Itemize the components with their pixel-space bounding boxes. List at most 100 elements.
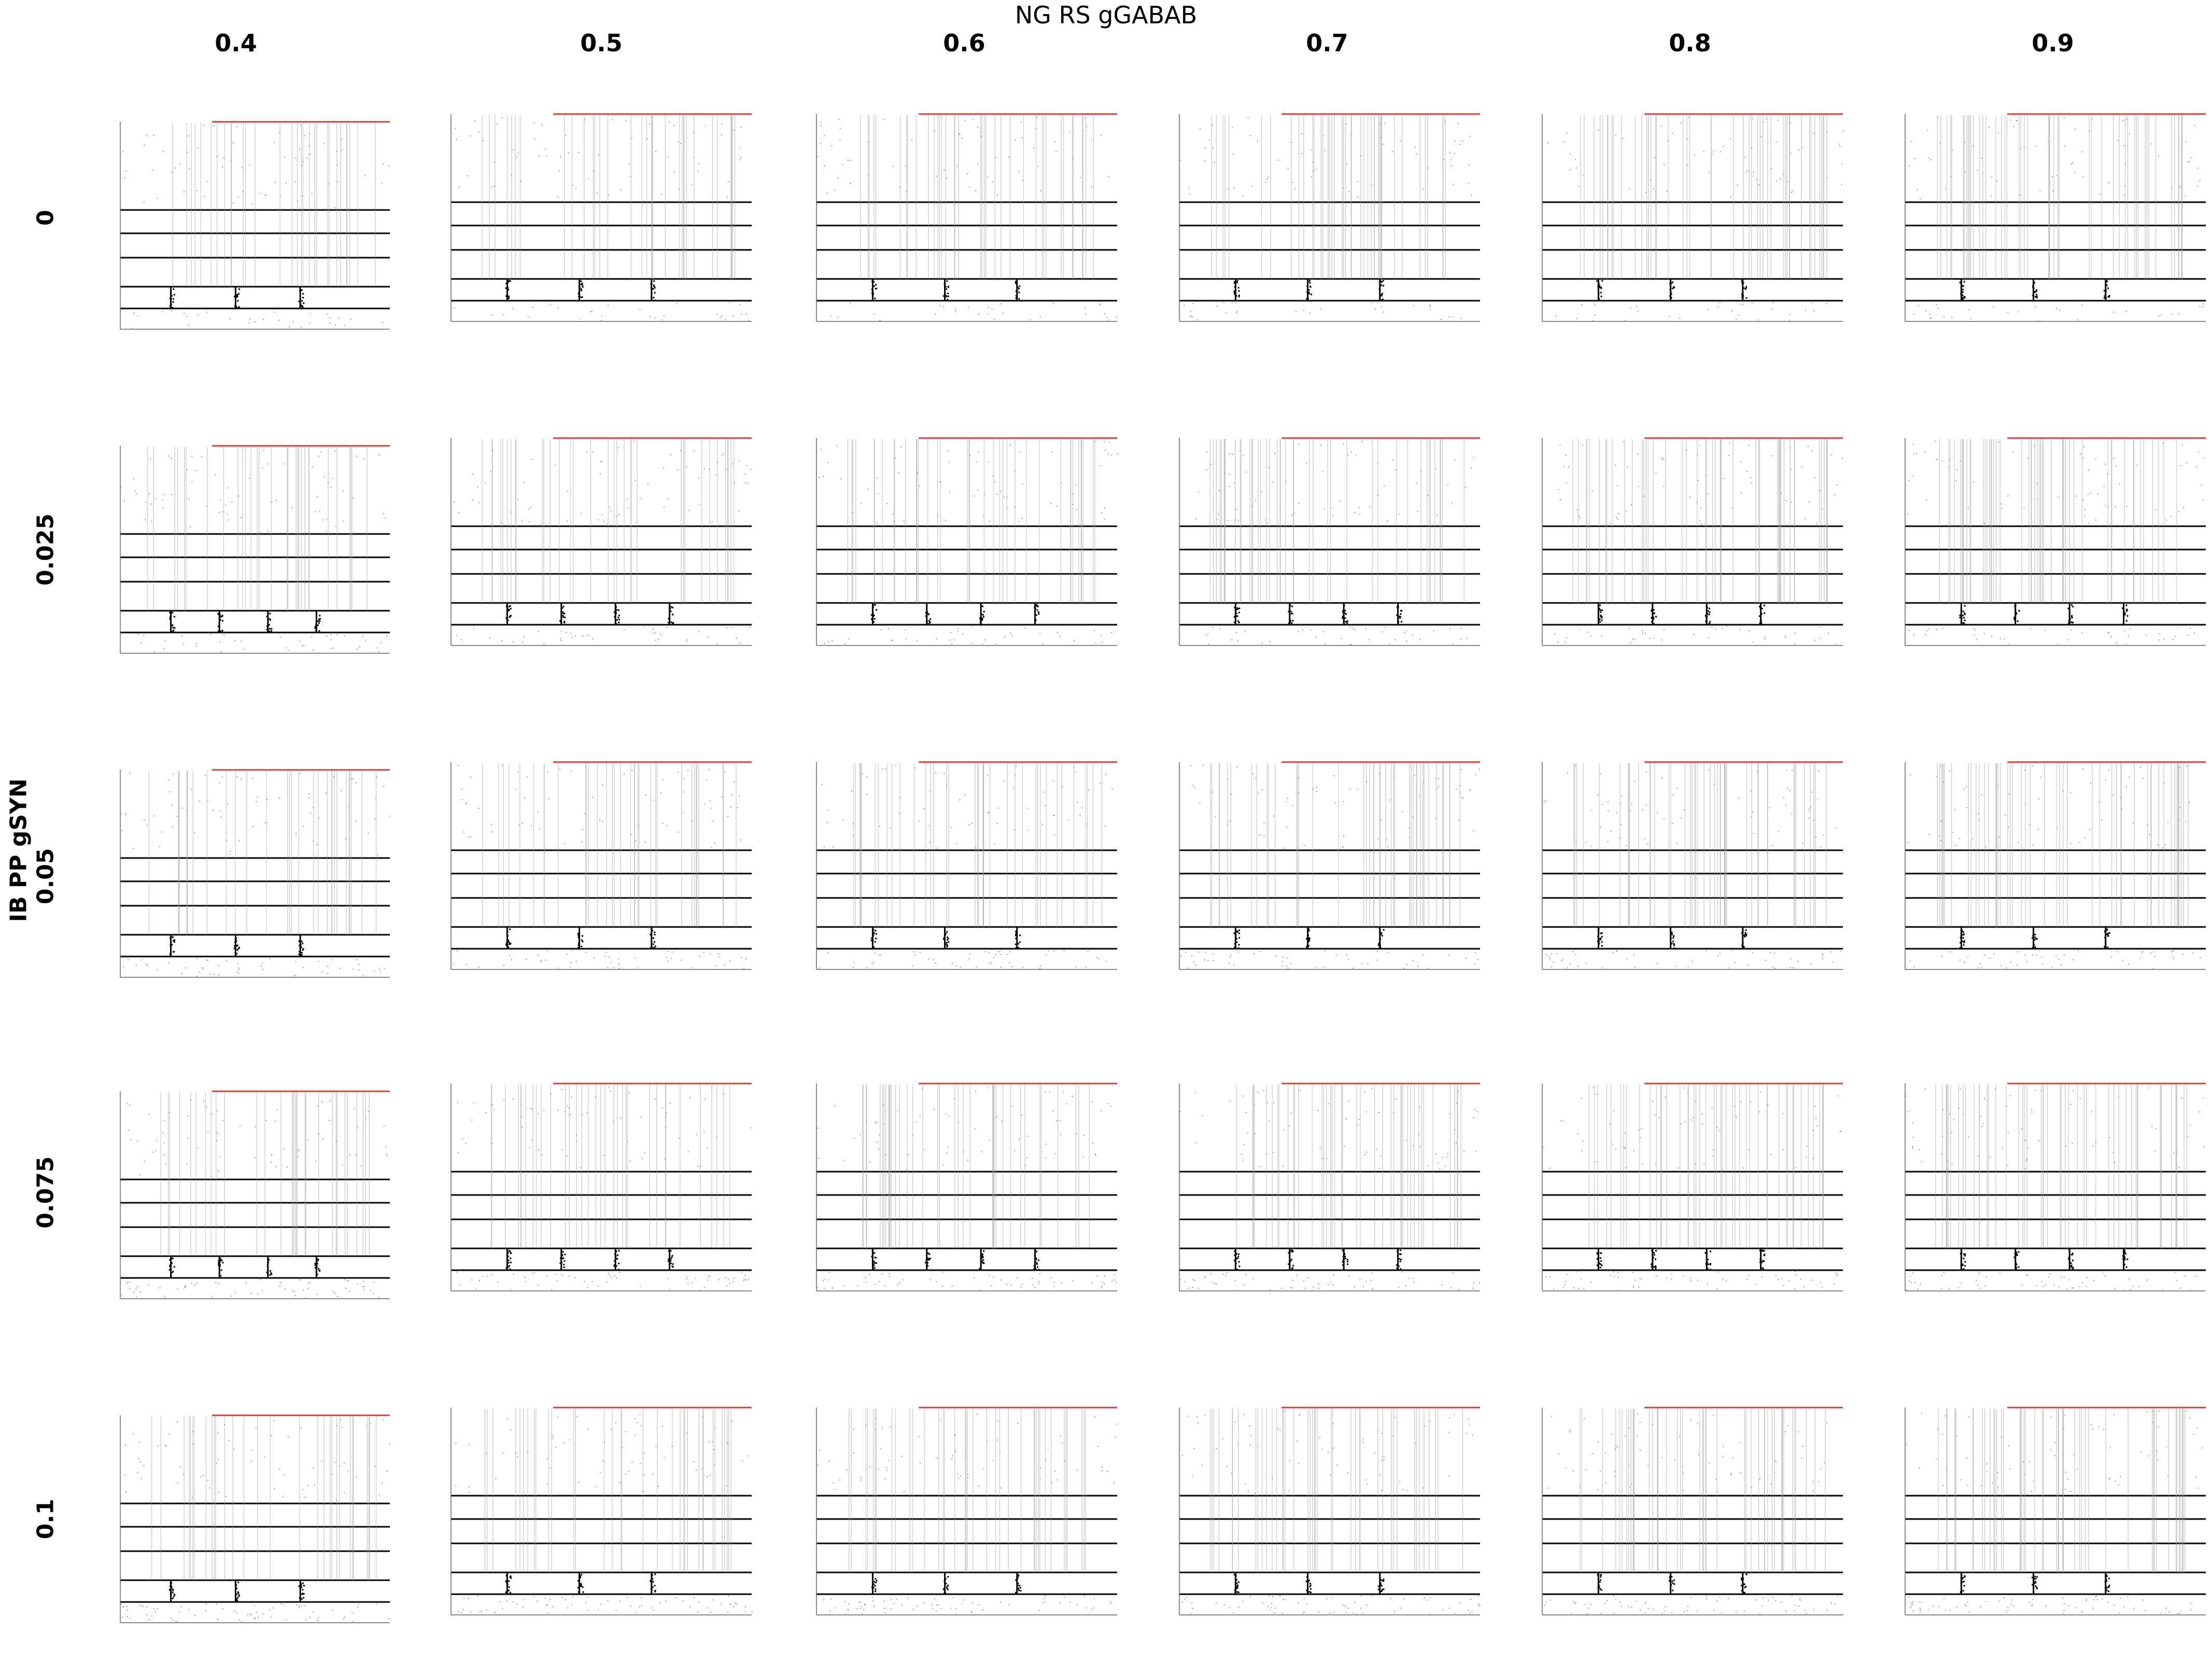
burst-spike [1015, 933, 1017, 935]
spike-dot [1295, 311, 1297, 312]
spike-dot [2017, 951, 2019, 953]
burst-spike [945, 286, 947, 288]
spike-dot [1320, 308, 1321, 310]
spike-dot [1010, 444, 1011, 446]
spike-dot [1371, 1272, 1373, 1274]
spike-dot [565, 135, 567, 136]
spike-dot [218, 1170, 219, 1172]
burst-spike [1234, 1254, 1236, 1256]
spike-dot [494, 185, 495, 187]
spike-dot [1940, 820, 1942, 822]
spike-dot [1227, 1272, 1228, 1273]
spike-dot [817, 1286, 819, 1288]
burst-spike [1709, 611, 1711, 613]
spike-dot [627, 1141, 628, 1142]
spike-dot [1683, 809, 1685, 811]
burst-spike [317, 620, 319, 622]
burst-spike [1651, 610, 1653, 612]
spike-dot [513, 641, 514, 643]
burst-spike [1290, 1258, 1292, 1260]
spike-dot [322, 519, 323, 521]
spike-dot [1545, 1276, 1546, 1278]
spike-dot [513, 149, 514, 151]
spike-dot [1273, 816, 1274, 817]
spike-dot [2192, 952, 2194, 954]
spike-dot [211, 1296, 213, 1298]
spike-dot [1322, 631, 1324, 632]
spike-dot [2125, 163, 2126, 164]
spike-dot [1015, 139, 1016, 141]
burst-spike [1600, 614, 1602, 616]
spike-dot [2173, 639, 2174, 640]
burst-spike [928, 1259, 930, 1261]
spike-dot [1229, 453, 1230, 455]
spike-dot [565, 632, 567, 634]
spike-dot [2036, 483, 2038, 484]
spike-dot [1012, 1105, 1013, 1107]
spike-dot [2105, 779, 2106, 781]
spike-dot [1593, 1087, 1595, 1088]
spike-dot [1447, 484, 1448, 486]
spike-dot [1427, 167, 1429, 169]
spike-dot [1699, 445, 1700, 446]
spike-dot [1715, 628, 1716, 630]
spike-dot [1474, 963, 1476, 964]
spike-dot [1695, 1163, 1696, 1165]
spike-dot [2132, 822, 2134, 823]
spike-dot [345, 838, 346, 839]
spike-dot [1570, 169, 1571, 171]
spike-dot [1612, 1144, 1613, 1145]
burst-spike [1963, 933, 1965, 935]
spike-dot [2190, 627, 2191, 629]
spike-dot [1719, 952, 1721, 954]
spike-dot [849, 160, 851, 162]
spike-dot [823, 475, 824, 477]
spike-dot [383, 785, 385, 787]
spike-dot [2154, 956, 2155, 958]
spike-dot [1928, 834, 1930, 835]
spike-dot [1068, 819, 1069, 821]
spike-dot [1235, 509, 1237, 510]
spike-dot [1688, 117, 1689, 118]
spike-dot [1475, 774, 1477, 776]
spike-dot [1755, 1284, 1756, 1286]
spike-dot [850, 302, 851, 304]
spike-dot [302, 161, 304, 162]
spike-dot [982, 643, 983, 645]
spike-dot [1570, 153, 1571, 154]
spike-dot [1001, 1280, 1002, 1281]
spike-dot [2023, 147, 2025, 148]
spike-dot [876, 1122, 878, 1123]
spike-dot [1594, 314, 1596, 316]
spike-dot [291, 507, 293, 509]
spike-dot [715, 965, 716, 967]
spike-dot [1435, 1153, 1436, 1155]
burst-spike [1378, 943, 1380, 945]
spike-dot [1661, 457, 1663, 459]
spike-dot [231, 501, 233, 503]
burst-spike [1400, 613, 1402, 615]
spike-dot [2083, 446, 2085, 448]
burst-spike [1743, 946, 1745, 948]
spike-dot [718, 1279, 720, 1281]
spike-dot [972, 119, 974, 121]
spike-dot [557, 196, 558, 198]
spike-dot [740, 839, 742, 841]
spike-dot [238, 969, 239, 971]
spike-dot [1616, 517, 1617, 518]
spike-dot [1573, 1287, 1574, 1288]
spike-dot [1790, 958, 1792, 960]
spike-dot [1228, 962, 1230, 964]
spike-dot [1469, 790, 1470, 791]
spike-dot [1055, 1153, 1056, 1155]
spike-dot [1192, 1287, 1193, 1288]
spike-dot [571, 637, 573, 638]
spike-dot [1042, 643, 1044, 644]
burst-spike [1033, 1268, 1035, 1270]
spike-dot [1409, 837, 1411, 838]
spike-dot [1405, 1140, 1407, 1141]
burst-spike [1238, 294, 1240, 297]
spike-dot [1908, 629, 1910, 631]
burst-spike [1707, 613, 1709, 615]
burst-spike [217, 613, 219, 615]
